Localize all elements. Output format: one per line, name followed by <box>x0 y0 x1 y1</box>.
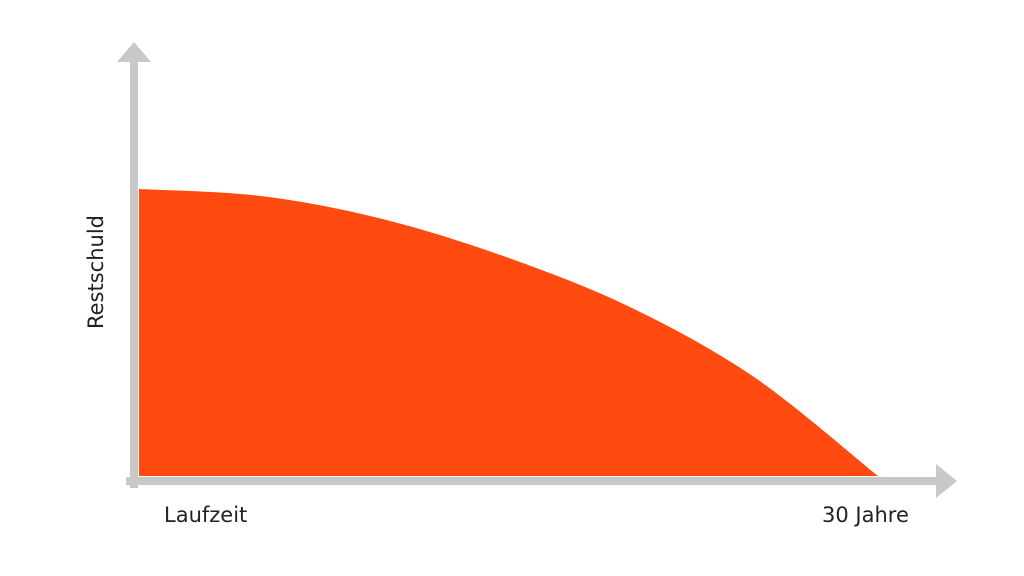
y-axis-label: Restschuld <box>84 214 108 330</box>
x-axis-end-label: 30 Jahre <box>822 503 909 527</box>
x-axis-start-label: Laufzeit <box>164 503 248 527</box>
y-axis-arrow-icon <box>117 42 151 62</box>
x-axis-arrow-icon <box>936 464 957 498</box>
restschuld-area <box>139 189 878 476</box>
